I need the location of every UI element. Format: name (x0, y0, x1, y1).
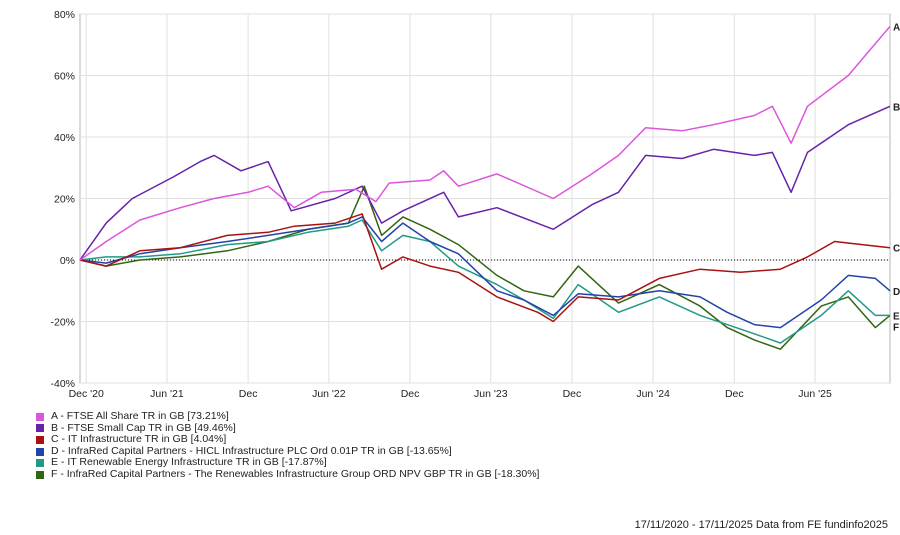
legend-item-e: E - IT Renewable Energy Infrastructure T… (36, 457, 539, 469)
legend-label: D - InfraRed Capital Partners - HICL Inf… (51, 444, 452, 457)
legend-item-a: A - FTSE All Share TR in GB [73.21%] (36, 410, 539, 423)
legend-swatch (36, 459, 44, 468)
x-tick-label: Dec (725, 388, 744, 400)
end-label-b: B (893, 102, 900, 113)
legend-item-f: F - InfraRed Capital Partners - The Rene… (36, 467, 540, 481)
legend-label: B - FTSE Small Cap TR in GB [49.46%] (51, 421, 236, 434)
chart-legend: A - FTSE All Share TR in GB [73.21%] B - … (36, 410, 540, 481)
series-line-a (79, 25, 891, 261)
x-tick-label: Dec (563, 388, 582, 400)
x-tick-label: Dec (239, 388, 258, 400)
y-tick-label: 0% (60, 255, 75, 267)
date-range-text: 17/11/2020 - 17/11/2025 (634, 519, 753, 531)
series-line-c (79, 213, 891, 323)
data-source-text: Data from FE fundinfo2025 (755, 519, 888, 531)
x-tick-label: Jun '21 (150, 388, 184, 400)
y-tick-label: 20% (54, 194, 75, 206)
end-label-c: C (893, 244, 900, 255)
x-tick-label: Jun '24 (636, 388, 670, 400)
legend-swatch (36, 447, 44, 456)
y-tick-label: 80% (54, 9, 75, 21)
series-lines (79, 25, 891, 350)
legend-label: A - FTSE All Share TR in GB [73.21%] (51, 410, 229, 422)
y-tick-label: -20% (50, 317, 75, 329)
end-label-f: F (893, 322, 899, 333)
legend-label: C - IT Infrastructure TR in GB [4.04%] (51, 433, 227, 446)
y-tick-label: 40% (54, 132, 75, 144)
legend-label: E - IT Renewable Energy Infrastructure T… (51, 456, 327, 469)
end-label-d: D (893, 287, 900, 298)
x-tick-label: Jun '23 (474, 388, 508, 400)
y-tick-label: 60% (54, 71, 75, 83)
chart-footer: 17/11/2020 - 17/11/2025 Data from FE fun… (635, 519, 888, 531)
x-tick-label: Dec '20 (69, 388, 104, 400)
y-tick-label: -40% (50, 378, 75, 390)
end-label-a: A (893, 22, 900, 33)
x-tick-label: Jun '25 (798, 388, 832, 400)
legend-swatch (36, 435, 44, 444)
legend-item-b: B - FTSE Small Cap TR in GB [49.46%] (36, 421, 539, 435)
x-axis-ticks: Dec '20 Jun '21 Dec Jun '22 Dec Jun '23 Dec Jun… (69, 388, 832, 400)
legend-swatch (36, 424, 44, 433)
x-tick-label: Dec (401, 388, 420, 400)
legend-item-c: C - IT Infrastructure TR in GB [4.04%] (36, 434, 539, 446)
series-line-b (79, 105, 891, 261)
legend-swatch (36, 412, 44, 421)
series-line-e (79, 219, 890, 344)
chart-grid (79, 13, 891, 384)
x-tick-label: Jun '22 (312, 388, 346, 400)
end-label-e: E (893, 311, 900, 322)
legend-item-d: D - InfraRed Capital Partners - HICL Inf… (36, 444, 539, 458)
legend-swatch (36, 470, 44, 479)
legend-label: F - InfraRed Capital Partners - The Rene… (51, 467, 540, 480)
performance-chart: A B C D EF -40% -20% 0% 20% 40% 60% 80% Dec '20 Jun… (50, 9, 900, 400)
series-end-labels: A B C D EF (893, 22, 900, 333)
y-axis-ticks: -40% -20% 0% 20% 40% 60% 80% (50, 9, 75, 390)
series-line-f (79, 185, 891, 350)
series-line-d (79, 216, 891, 329)
